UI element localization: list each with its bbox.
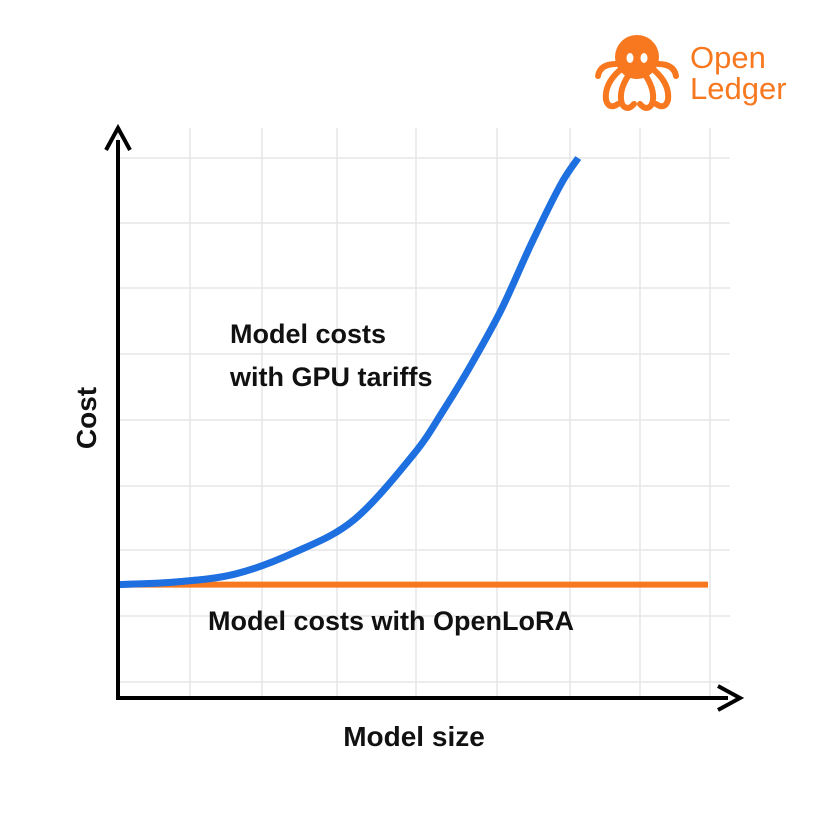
logo-text-ledger: Ledger	[690, 71, 787, 106]
x-axis-title: Model size	[343, 721, 485, 752]
annotation-gpu-line-1: Model costs	[230, 319, 386, 349]
x-axis-arrow-icon	[717, 684, 745, 712]
annotation-gpu-line-2: with GPU tariffs	[229, 362, 433, 392]
grid	[117, 128, 730, 698]
y-axis-title: Cost	[71, 387, 102, 449]
annotation-openlora: Model costs with OpenLoRA	[208, 606, 574, 636]
logo-text-open: Open	[690, 40, 766, 75]
y-axis-arrow-icon	[104, 123, 132, 151]
open-ledger-logo: Open Ledger	[595, 35, 787, 111]
octopus-icon	[595, 35, 679, 111]
axes	[104, 123, 745, 712]
series-layer	[117, 156, 708, 589]
series-line-gpu-tariffs	[117, 156, 582, 589]
